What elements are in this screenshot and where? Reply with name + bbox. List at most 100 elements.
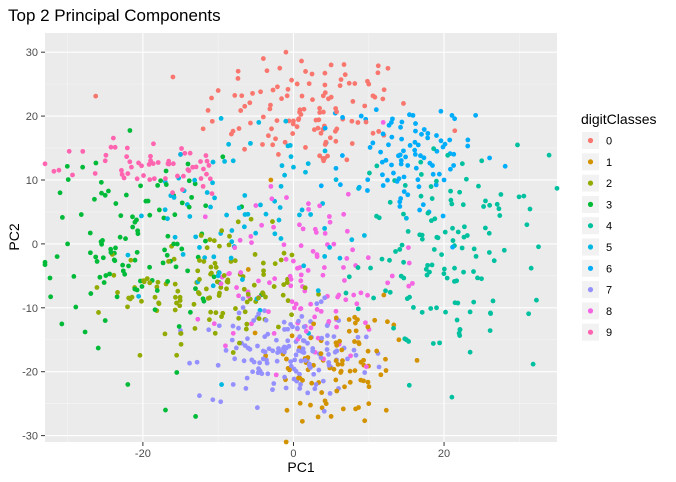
data-point-class-8	[271, 331, 277, 336]
data-point-class-9	[203, 153, 209, 158]
data-point-class-7	[282, 349, 287, 355]
data-point-class-6	[318, 183, 324, 189]
data-point-class-5	[283, 118, 289, 124]
data-point-class-3	[203, 238, 208, 244]
data-point-class-0	[238, 108, 244, 113]
data-point-class-1	[337, 338, 342, 344]
data-point-class-6	[398, 196, 404, 201]
data-point-class-5	[297, 212, 302, 218]
data-point-class-7	[194, 359, 200, 365]
data-point-class-4	[425, 262, 431, 268]
legend-title: digitClasses	[581, 111, 656, 127]
data-point-class-4	[444, 275, 450, 281]
data-point-class-3	[163, 168, 169, 174]
data-point-class-6	[333, 165, 339, 171]
data-point-class-0	[310, 97, 315, 103]
data-point-class-8	[348, 353, 353, 359]
data-point-class-3	[193, 414, 198, 419]
data-point-class-9	[51, 168, 57, 174]
data-point-class-8	[331, 241, 337, 247]
data-point-class-4	[457, 189, 463, 195]
data-point-class-4	[546, 152, 552, 158]
data-point-class-1	[396, 337, 402, 343]
data-point-class-8	[405, 245, 411, 251]
data-point-class-3	[59, 321, 65, 327]
data-point-class-2	[224, 286, 229, 292]
data-point-class-8	[306, 206, 311, 212]
data-point-class-1	[347, 368, 353, 374]
data-point-class-4	[450, 225, 455, 231]
data-point-class-8	[227, 271, 232, 276]
data-point-class-8	[363, 320, 368, 326]
data-point-class-2	[177, 303, 183, 309]
data-point-class-1	[342, 384, 347, 390]
data-point-class-7	[240, 296, 246, 302]
data-point-class-4	[452, 278, 457, 284]
data-point-class-7	[296, 348, 301, 354]
data-point-class-5	[136, 293, 141, 299]
data-point-class-5	[228, 255, 234, 261]
data-point-class-0	[277, 65, 283, 71]
data-point-class-2	[198, 233, 204, 238]
data-point-class-3	[135, 228, 141, 234]
data-point-class-7	[236, 310, 242, 316]
data-point-class-7	[324, 323, 330, 329]
data-point-class-4	[482, 225, 488, 231]
data-point-class-0	[296, 116, 302, 122]
data-point-class-4	[456, 330, 462, 336]
data-point-class-9	[108, 144, 114, 150]
data-point-class-1	[319, 405, 325, 411]
data-point-class-2	[166, 259, 171, 264]
data-point-class-0	[309, 71, 315, 77]
data-point-class-4	[467, 349, 473, 355]
data-point-class-0	[270, 87, 276, 93]
data-point-class-1	[333, 358, 339, 364]
data-point-class-5	[322, 254, 328, 259]
data-point-class-2	[271, 284, 277, 289]
data-point-class-5	[315, 288, 321, 294]
data-point-class-4	[418, 159, 424, 165]
data-point-class-2	[115, 289, 120, 295]
data-point-class-5	[229, 239, 235, 245]
data-point-class-4	[467, 309, 473, 315]
data-point-class-2	[192, 326, 198, 331]
data-point-class-3	[179, 200, 185, 206]
data-point-class-3	[82, 329, 88, 335]
data-point-class-3	[71, 273, 77, 279]
data-point-class-8	[335, 294, 341, 300]
data-point-class-5	[356, 186, 361, 191]
data-point-class-4	[448, 188, 453, 194]
data-point-class-6	[394, 178, 400, 184]
data-point-class-6	[399, 119, 405, 125]
data-point-class-9	[175, 173, 180, 179]
data-point-class-2	[212, 260, 218, 266]
data-point-class-6	[465, 137, 471, 143]
data-point-class-3	[192, 181, 198, 187]
data-point-class-2	[178, 331, 184, 336]
data-point-class-9	[204, 171, 209, 177]
data-point-class-8	[308, 325, 314, 331]
data-point-class-4	[432, 216, 438, 222]
data-point-class-6	[430, 163, 435, 168]
data-point-class-6	[340, 114, 345, 120]
data-point-class-6	[447, 137, 453, 143]
data-point-class-9	[190, 164, 196, 170]
data-point-class-3	[201, 298, 207, 304]
data-point-class-2	[137, 352, 143, 358]
data-point-class-9	[124, 154, 130, 160]
data-point-class-4	[368, 265, 373, 271]
data-point-class-3	[132, 286, 138, 292]
data-point-class-0	[232, 93, 238, 98]
data-point-class-6	[487, 155, 492, 161]
data-point-class-2	[233, 306, 238, 311]
data-point-class-0	[401, 101, 406, 106]
data-point-class-8	[290, 258, 296, 264]
data-point-class-8	[268, 183, 274, 189]
data-point-class-3	[132, 257, 138, 263]
data-point-class-2	[174, 352, 180, 358]
data-point-class-7	[288, 321, 294, 327]
data-point-class-7	[286, 343, 292, 349]
data-point-class-2	[218, 285, 224, 290]
data-point-class-0	[322, 70, 328, 76]
data-point-class-4	[496, 206, 502, 212]
